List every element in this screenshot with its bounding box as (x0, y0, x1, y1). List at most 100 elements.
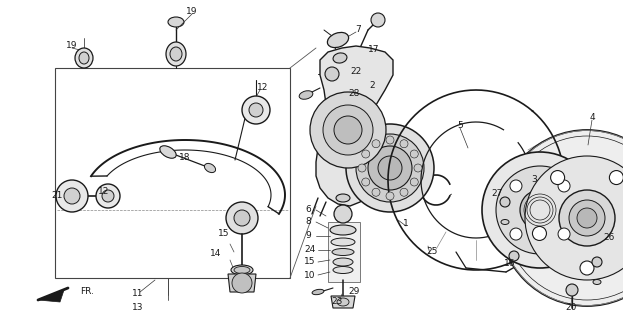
Text: 7: 7 (355, 25, 361, 34)
Circle shape (334, 116, 362, 144)
Text: 13: 13 (132, 302, 144, 311)
Circle shape (371, 13, 385, 27)
Circle shape (411, 150, 418, 158)
Text: 3: 3 (531, 174, 537, 183)
Text: 28: 28 (348, 90, 359, 99)
Circle shape (249, 103, 263, 117)
Text: 2: 2 (369, 81, 375, 90)
Text: 17: 17 (368, 45, 380, 54)
Circle shape (558, 180, 570, 192)
Ellipse shape (336, 194, 350, 202)
Circle shape (378, 156, 402, 180)
Text: 12: 12 (98, 187, 110, 196)
Ellipse shape (204, 164, 216, 172)
Ellipse shape (332, 249, 354, 255)
Ellipse shape (337, 298, 349, 306)
Polygon shape (328, 222, 360, 282)
Circle shape (400, 140, 408, 148)
Text: 27: 27 (492, 188, 503, 197)
Text: 16: 16 (504, 260, 516, 268)
Circle shape (566, 284, 578, 296)
Circle shape (232, 273, 252, 293)
Polygon shape (316, 46, 393, 206)
Text: 15: 15 (304, 258, 316, 267)
Text: 5: 5 (457, 121, 463, 130)
Ellipse shape (330, 225, 356, 235)
Circle shape (323, 105, 373, 155)
Text: 9: 9 (305, 230, 311, 239)
Text: 4: 4 (589, 113, 595, 122)
Ellipse shape (328, 32, 349, 48)
Circle shape (414, 164, 422, 172)
Circle shape (362, 150, 370, 158)
Ellipse shape (299, 91, 313, 99)
Text: 19: 19 (66, 42, 78, 51)
Text: 24: 24 (305, 244, 316, 253)
Text: FR.: FR. (80, 287, 94, 297)
Ellipse shape (75, 48, 93, 68)
Circle shape (551, 171, 564, 185)
Ellipse shape (501, 220, 509, 225)
Circle shape (496, 166, 584, 254)
Ellipse shape (168, 17, 184, 27)
Ellipse shape (234, 267, 250, 274)
Ellipse shape (166, 42, 186, 66)
Text: 11: 11 (132, 290, 144, 299)
Circle shape (500, 197, 510, 207)
Polygon shape (38, 290, 64, 302)
Circle shape (242, 96, 270, 124)
Circle shape (528, 198, 552, 222)
Circle shape (386, 136, 394, 144)
Text: 19: 19 (186, 6, 197, 15)
Circle shape (372, 188, 380, 196)
Ellipse shape (312, 289, 324, 295)
Circle shape (102, 190, 114, 202)
Circle shape (356, 134, 424, 202)
Ellipse shape (333, 267, 353, 274)
Text: 12: 12 (257, 83, 269, 92)
Text: 18: 18 (179, 154, 191, 163)
Ellipse shape (170, 47, 182, 61)
Circle shape (525, 156, 623, 280)
Circle shape (411, 178, 418, 186)
Circle shape (558, 228, 570, 240)
Circle shape (533, 227, 546, 240)
Text: 21: 21 (51, 191, 63, 201)
Circle shape (559, 190, 615, 246)
Circle shape (234, 210, 250, 226)
Circle shape (580, 261, 594, 275)
Circle shape (358, 164, 366, 172)
Circle shape (592, 257, 602, 267)
Circle shape (499, 130, 623, 306)
Circle shape (520, 190, 560, 230)
Circle shape (334, 205, 352, 223)
Circle shape (64, 188, 80, 204)
Circle shape (226, 202, 258, 234)
Polygon shape (228, 274, 256, 292)
Circle shape (577, 208, 597, 228)
Circle shape (482, 152, 598, 268)
Text: 22: 22 (350, 67, 361, 76)
Circle shape (400, 188, 408, 196)
Circle shape (362, 178, 370, 186)
Circle shape (325, 67, 339, 81)
Circle shape (96, 184, 120, 208)
Circle shape (56, 180, 88, 212)
Circle shape (609, 171, 623, 185)
Circle shape (346, 124, 434, 212)
Text: 8: 8 (305, 218, 311, 227)
Circle shape (310, 92, 386, 168)
Circle shape (510, 180, 522, 192)
Text: 14: 14 (211, 249, 222, 258)
Text: 10: 10 (304, 270, 316, 279)
Text: 6: 6 (305, 204, 311, 213)
Text: 25: 25 (426, 247, 438, 257)
Circle shape (569, 200, 605, 236)
Circle shape (372, 140, 380, 148)
Polygon shape (331, 296, 355, 308)
Ellipse shape (333, 258, 353, 266)
Text: 23: 23 (331, 298, 343, 307)
Circle shape (386, 192, 394, 200)
Ellipse shape (231, 265, 253, 275)
Circle shape (368, 146, 412, 190)
